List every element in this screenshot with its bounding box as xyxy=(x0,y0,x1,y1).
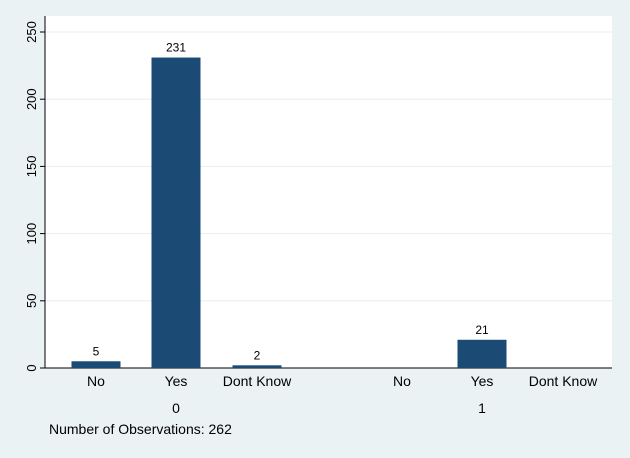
category-label: No xyxy=(393,373,411,389)
bar xyxy=(71,361,121,368)
y-tick-label: 50 xyxy=(24,294,39,308)
y-tick-label: 0 xyxy=(24,364,39,371)
data-label: 231 xyxy=(166,41,186,55)
bar xyxy=(151,57,201,368)
y-tick-label: 150 xyxy=(24,156,39,178)
bar xyxy=(457,339,507,368)
y-tick-label: 200 xyxy=(24,88,39,110)
category-label: No xyxy=(87,373,105,389)
group-label: 1 xyxy=(478,400,486,416)
y-tick-label: 250 xyxy=(24,21,39,43)
data-label: 2 xyxy=(254,348,261,362)
y-tick-label: 100 xyxy=(24,223,39,245)
data-label: 5 xyxy=(93,344,100,358)
category-label: Dont Know xyxy=(223,373,292,389)
group-label: 0 xyxy=(172,400,180,416)
data-label: 21 xyxy=(475,323,489,337)
observations-note: Number of Observations: 262 xyxy=(49,421,232,437)
plot-area xyxy=(45,16,612,368)
category-label: Dont Know xyxy=(529,373,598,389)
category-label: Yes xyxy=(471,373,494,389)
bar xyxy=(232,365,282,368)
category-label: Yes xyxy=(165,373,188,389)
